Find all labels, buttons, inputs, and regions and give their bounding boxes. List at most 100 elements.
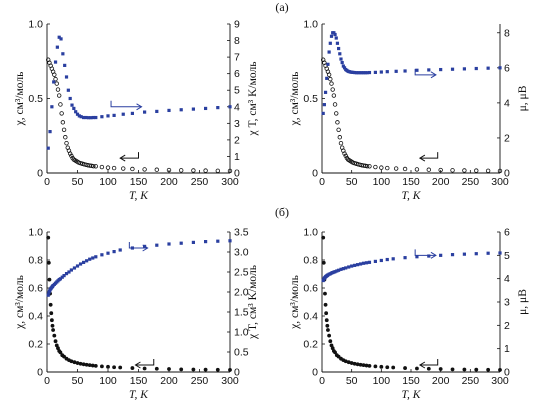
y-right-tick-label: 5	[234, 85, 240, 97]
chi-point	[321, 235, 326, 240]
right-axis-point	[89, 116, 93, 120]
right-axis-point	[353, 70, 357, 75]
left-axis-arrow	[120, 152, 139, 159]
right-axis-point	[55, 45, 59, 49]
chart-b-chi-mu: 0 50 100 150 200 250 30000.20.40.60.81.0012345…	[289, 227, 529, 402]
chi-point	[414, 167, 420, 172]
chi-point	[69, 359, 74, 364]
chi-point	[426, 366, 431, 371]
right-axis-point	[72, 106, 76, 111]
chi-point	[323, 291, 327, 296]
y-right-tick-label: 0	[504, 367, 510, 379]
right-axis-point	[321, 111, 325, 115]
chi-point	[415, 366, 419, 371]
x-tick-label: 50	[72, 176, 84, 188]
chi-point	[84, 362, 89, 367]
chi-point	[228, 368, 232, 372]
chi-point	[48, 302, 53, 307]
right-axis-point	[70, 103, 74, 107]
right-axis-point	[84, 115, 88, 120]
chi-point	[385, 165, 390, 171]
y-left-tick-label: 0.2	[28, 339, 43, 351]
left-axis-arrowhead	[119, 154, 126, 162]
y-right-tick-label: 0	[234, 367, 240, 379]
chi-point	[46, 260, 51, 265]
y-right-axis-label: χ T, см³ K/моль	[247, 62, 259, 137]
right-axis-point	[228, 105, 232, 109]
chi-point	[326, 328, 330, 332]
right-axis-point	[191, 240, 195, 244]
chi-point	[178, 168, 184, 173]
right-axis-point	[106, 251, 110, 255]
chi-point	[67, 151, 73, 156]
right-axis-point	[342, 66, 347, 70]
chi-point	[474, 367, 479, 372]
chi-point	[142, 167, 147, 172]
right-axis-point	[77, 114, 81, 118]
x-tick-label: 300	[221, 176, 239, 188]
chi-point	[364, 163, 370, 169]
right-axis-point	[130, 111, 134, 115]
right-axis-point	[373, 70, 377, 74]
right-axis-point	[68, 96, 72, 101]
y-left-tick-label: 1.0	[303, 227, 318, 239]
right-axis-point	[79, 115, 83, 119]
right-axis-point	[59, 37, 63, 41]
chi-point	[69, 153, 74, 159]
right-axis-point	[439, 67, 443, 72]
chi-point	[81, 362, 86, 367]
y-right-tick-label: 5	[504, 250, 510, 262]
chi-point	[403, 366, 407, 370]
x-tick-label: 250	[462, 375, 480, 387]
right-axis-arrowhead	[430, 251, 437, 259]
y-right-tick-label: 3.0	[234, 247, 249, 259]
right-axis-point	[326, 62, 330, 66]
chi-point	[336, 127, 341, 132]
y-left-tick-label: 1.0	[303, 19, 318, 31]
chi-point	[323, 302, 328, 307]
y-left-tick-label: 0.8	[303, 255, 318, 267]
chi-point	[59, 111, 64, 116]
chi-point	[167, 367, 171, 371]
left-axis-arrow	[419, 359, 439, 366]
chi-point	[112, 365, 116, 370]
x-tick-label: 150	[402, 176, 420, 188]
chi-point	[55, 87, 61, 92]
right-axis-point	[94, 255, 98, 259]
right-axis-point	[344, 266, 348, 270]
right-axis-arrow	[414, 68, 436, 76]
y-left-tick-label: 0.6	[303, 283, 318, 295]
y-right-tick-label: 8	[504, 27, 510, 39]
left-axis-arrowhead	[134, 361, 141, 369]
right-axis-point	[118, 248, 122, 252]
x-tick-label: 250	[462, 176, 480, 188]
right-axis-point	[415, 255, 419, 259]
right-axis-point	[179, 241, 183, 245]
right-axis-point	[498, 251, 502, 255]
right-axis-point	[486, 66, 490, 70]
chi-point	[49, 318, 54, 323]
chi-point	[100, 364, 104, 369]
right-axis-point	[379, 70, 383, 74]
right-axis-point	[347, 265, 351, 269]
y-left-tick-label: 0	[312, 168, 318, 180]
chi-point	[385, 365, 390, 370]
chi-point	[105, 165, 111, 170]
right-axis-point	[462, 252, 466, 256]
x-tick-label: 300	[491, 176, 509, 188]
y-right-tick-label: 6	[234, 68, 240, 80]
x-tick-label: 0	[319, 375, 325, 387]
x-tick-label: 150	[130, 375, 148, 387]
right-axis-point	[112, 250, 116, 254]
y-right-tick-label: 9	[234, 19, 240, 31]
chi-point	[450, 168, 455, 173]
x-tick-label: 0	[44, 375, 50, 387]
chi-point	[346, 360, 351, 365]
x-axis-label: T, K	[129, 389, 149, 401]
chi-point	[331, 93, 337, 98]
chi-point	[53, 339, 58, 344]
chi-point	[78, 361, 83, 366]
chi-point	[106, 364, 110, 369]
y-left-axis-label: χ, см³/моль	[289, 275, 301, 330]
